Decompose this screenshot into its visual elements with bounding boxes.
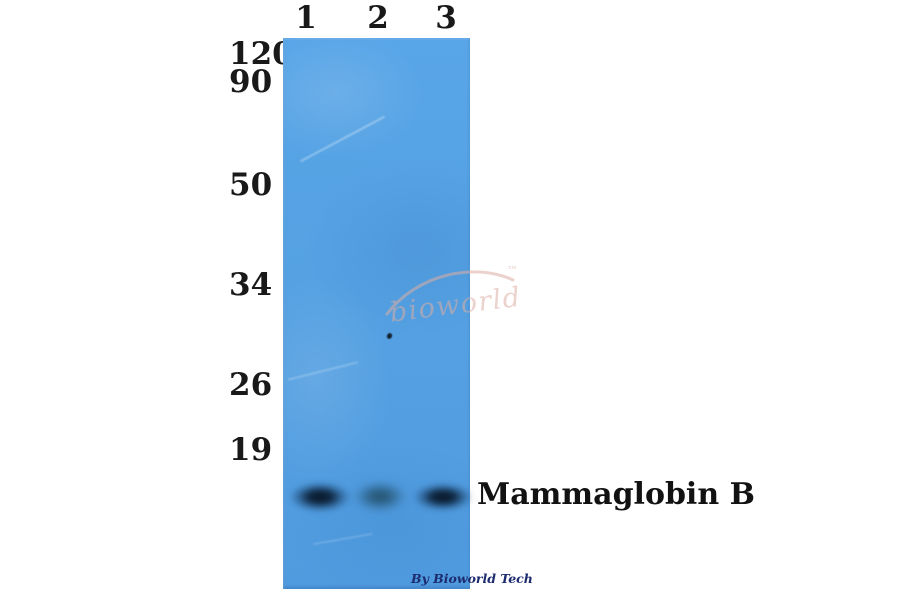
protein-band-lane-3 [413,483,473,511]
protein-band-lane-1 [289,482,351,512]
credit-text: By Bioworld Tech [411,571,533,586]
blot-membrane [283,38,473,589]
protein-band-lane-2 [352,481,408,512]
mw-marker-90: 90 [229,64,273,100]
lane-label-2: 2 [367,0,389,36]
mw-marker-26: 26 [229,367,273,403]
membrane-speck [385,332,394,340]
membrane-scratch [313,532,373,546]
lane-label-3: 3 [435,0,457,36]
mw-marker-19: 19 [229,432,273,468]
lane-label-1: 1 [295,0,317,36]
mw-marker-120: 120 [229,36,294,72]
membrane-scratch [287,361,359,381]
membrane-scratch [300,115,385,163]
protein-band-label: Mammaglobin B [477,477,755,512]
mw-marker-50: 50 [229,167,273,203]
watermark-trademark-icon: ™ [507,264,518,277]
mw-marker-34: 34 [229,267,273,303]
